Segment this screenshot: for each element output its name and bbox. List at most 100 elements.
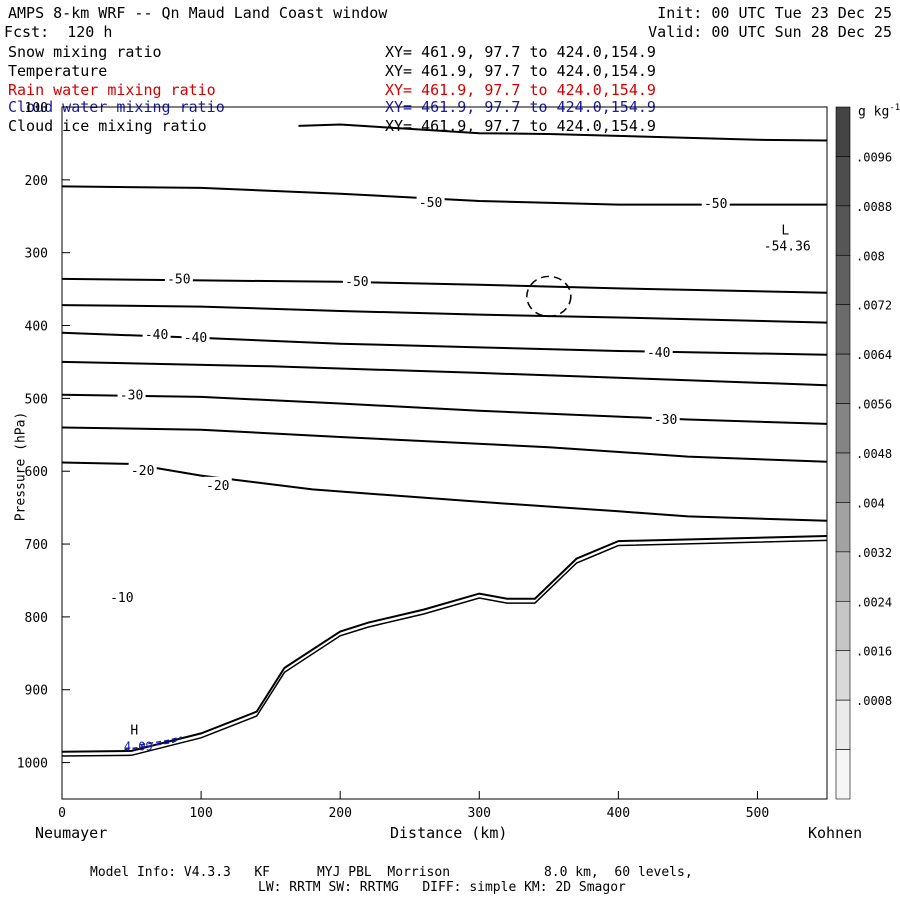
field-xy: XY= 461.9, 97.7 to 424.0,154.9 — [385, 117, 656, 135]
plot-frame — [61, 106, 828, 800]
contour-label-bg — [342, 272, 371, 289]
contour-label: -50 — [419, 196, 442, 211]
colorbar-label: .004 — [856, 496, 885, 510]
x-tick-label: 0 — [58, 806, 66, 821]
y-tick-label: 1000 — [17, 757, 48, 772]
y-tick-label: 400 — [25, 320, 48, 335]
temperature-contour-line — [61, 360, 828, 387]
temperature-contour-line — [61, 426, 828, 463]
x-tick-label: 200 — [328, 806, 351, 821]
colorbar-segment — [835, 699, 851, 750]
cloud-water-contour — [124, 736, 182, 751]
forecast-hour: Fcst: 120 h — [4, 23, 113, 41]
colorbar-label: .0088 — [856, 200, 892, 214]
x-tick-label: 300 — [468, 806, 491, 821]
low-center-label: L — [781, 223, 789, 238]
cloud-features — [124, 275, 572, 751]
y-tick-label: 600 — [25, 465, 48, 480]
left-endpoint-label: Neumayer — [35, 824, 108, 842]
colorbar-unit-exponent: -1 — [889, 103, 900, 113]
field-xy: XY= 461.9, 97.7 to 424.0,154.9 — [385, 43, 656, 61]
colorbar: .0096 .0088 .008 .0072 .0064 .0056 .0048 .004 .0… — [835, 106, 892, 800]
contour-label: -50 — [345, 275, 368, 290]
high-center-value: 4.09 — [124, 739, 153, 753]
contour-label-bg — [203, 476, 232, 493]
x-tick-label: 500 — [746, 806, 769, 821]
colorbar-segment — [835, 600, 851, 652]
contour-label: -30 — [120, 388, 143, 403]
field-name: Rain water mixing ratio — [8, 81, 216, 99]
contour-label-bg — [416, 194, 445, 211]
temperature-contour-line — [61, 185, 827, 206]
contour-label: -10 — [110, 591, 133, 606]
colorbar-segment — [835, 403, 851, 454]
colorbar-segment — [835, 551, 851, 602]
temperature-contour-line — [298, 123, 828, 142]
y-tick-label: 800 — [25, 611, 48, 626]
contour-label-bg — [701, 194, 730, 211]
colorbar-segment — [835, 749, 851, 800]
field-name: Temperature — [8, 62, 108, 80]
contour-label: -20 — [131, 464, 154, 479]
terrain-profile — [61, 535, 828, 757]
terrain-line-inner — [61, 539, 828, 757]
contour-label-bg — [117, 386, 146, 403]
contour-labels: -50 -50 -50 -50 -40 -40 -40 -30 -30 -20 -20 -10 L-54… — [107, 194, 811, 753]
colorbar-label: .0048 — [856, 447, 892, 461]
contour-label: -40 — [647, 346, 670, 361]
contour-label-bg — [181, 328, 210, 345]
colorbar-segment — [835, 502, 851, 553]
valid-time: Valid: 00 UTC Sun 28 Dec 25 — [648, 23, 892, 41]
field-name: Cloud ice mixing ratio — [8, 117, 207, 135]
axis-ticks: 0 100 200 300 400 500 100 200 300 400 500 600 700 800… — [17, 101, 770, 821]
y-axis-label: Pressure (hPa) — [13, 411, 29, 522]
colorbar-unit: g kg-1 — [858, 103, 900, 120]
temperature-contours — [61, 123, 828, 522]
colorbar-label: .0056 — [856, 398, 892, 412]
colorbar-label: .008 — [856, 249, 885, 263]
temperature-contour-line — [61, 393, 828, 425]
colorbar-segment — [835, 156, 851, 207]
x-tick-label: 400 — [607, 806, 630, 821]
colorbar-segment — [835, 254, 851, 306]
colorbar-segment — [835, 304, 851, 355]
colorbar-label: .0024 — [856, 595, 892, 609]
terrain-line — [61, 535, 828, 753]
contour-label-bg — [164, 270, 193, 287]
temperature-contour-line — [61, 331, 828, 356]
colorbar-unit-text: g kg — [858, 104, 890, 120]
colorbar-label: .0072 — [856, 299, 892, 313]
colorbar-segment — [835, 452, 851, 503]
low-center-value: -54.36 — [764, 239, 811, 254]
contour-label: -50 — [167, 273, 190, 288]
colorbar-label: .0032 — [856, 546, 892, 560]
colorbar-segment — [835, 106, 851, 157]
contour-label: -40 — [184, 331, 207, 346]
model-info-line2: LW: RRTM SW: RRTMG DIFF: simple KM: 2D S… — [258, 880, 626, 895]
colorbar-label: .0064 — [856, 348, 892, 362]
field-xy: XY= 461.9, 97.7 to 424.0,154.9 — [385, 81, 656, 99]
x-tick-label: 100 — [189, 806, 212, 821]
contour-label: -30 — [654, 413, 677, 428]
y-tick-label: 700 — [25, 538, 48, 553]
contour-label: -20 — [206, 479, 229, 494]
contour-label: -50 — [704, 197, 727, 212]
high-center-label: H — [130, 723, 138, 738]
field-name: Snow mixing ratio — [8, 43, 162, 61]
contour-label-bg — [651, 411, 680, 428]
temperature-contour-line — [61, 461, 828, 522]
temperature-contour-line — [61, 304, 828, 324]
field-xy: XY= 461.9, 97.7 to 424.0,154.9 — [385, 62, 656, 80]
contour-label: -40 — [145, 328, 168, 343]
x-axis-label: Distance (km) — [390, 824, 508, 842]
y-tick-label: 500 — [25, 392, 48, 407]
model-info-line1: Model Info: V4.3.3 KF MYJ PBL Morrison 8… — [90, 865, 693, 880]
cloud-ice-dashed-contour — [526, 275, 572, 318]
y-tick-label: 100 — [25, 101, 48, 116]
y-tick-label: 300 — [25, 247, 48, 262]
contour-label-bg — [107, 588, 136, 605]
colorbar-label: .0096 — [856, 150, 892, 164]
colorbar-label: .0008 — [856, 694, 892, 708]
colorbar-segment — [835, 205, 851, 256]
